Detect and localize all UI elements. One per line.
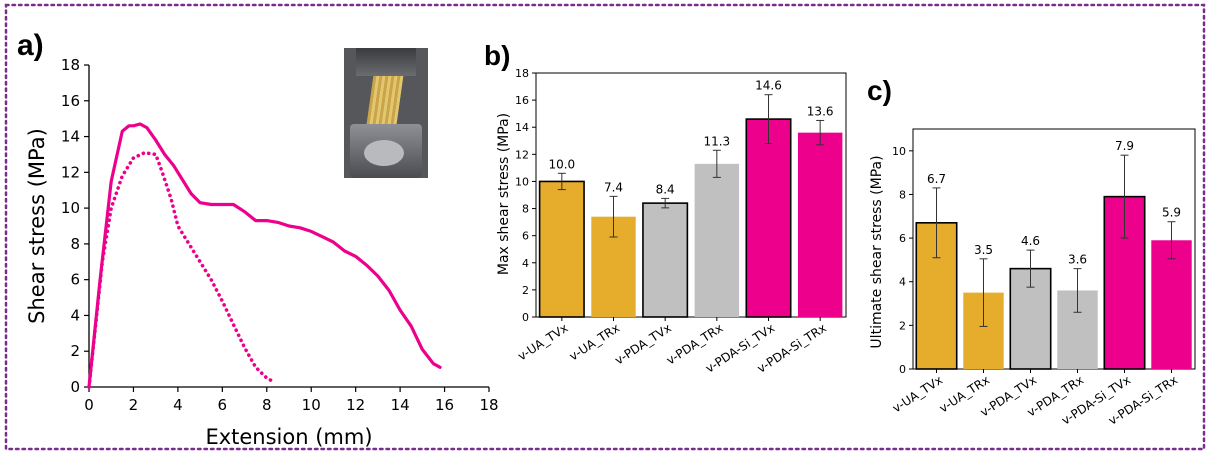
- panel-b-value-label: 11.3: [703, 134, 730, 148]
- panel-b-bar: [642, 202, 689, 318]
- panel-a-y-tick-label: 14: [61, 128, 80, 146]
- panel-a-axes: 0 2 4 6 8 10 12 14 16 18 0 2 4 6 8 10 12 14 16 18: [61, 56, 499, 414]
- panel-c-plot-frame: [912, 128, 1196, 370]
- test-setup-photo: [344, 48, 428, 178]
- panel-a-y-axis-title: Shear stress (MPa): [25, 128, 49, 324]
- panel-b-y-tick-label: 18: [515, 67, 529, 80]
- series-line-solid: [87, 122, 442, 389]
- panel-a-x-tick-label: 6: [218, 396, 228, 414]
- panel-b-bar: [694, 163, 740, 317]
- panel-a-x-tick-label: 10: [302, 396, 321, 414]
- panel-c-label: c): [867, 75, 892, 106]
- panel-b-y-tick-label: 8: [522, 203, 529, 216]
- panel-b-value-label: 7.4: [604, 180, 623, 194]
- panel-c-y-tick-label: 0: [899, 363, 906, 376]
- panel-b-y-tick-label: 14: [515, 121, 529, 134]
- panel-b-y-tick-label: 12: [515, 148, 529, 161]
- panel-b-plot-frame: [535, 72, 847, 318]
- panel-a-y-tick-label: 2: [70, 342, 80, 360]
- panel-a: a) 0 2 4 6 8 10 12 14 16 18 0 2 4 6 8 10 12 14 16 18 Extens…: [17, 29, 499, 449]
- panel-a-x-tick-label: 2: [129, 396, 139, 414]
- lap-shear-specimen: [366, 76, 404, 124]
- panel-c-y-tick-label: 6: [899, 232, 906, 245]
- panel-a-x-tick-label: 14: [391, 396, 410, 414]
- panel-a-y-tick-label: 16: [61, 92, 80, 110]
- panel-c-y-tick-label: 10: [892, 145, 906, 158]
- panel-b-y-axis-title: Max shear stress (MPa): [496, 113, 512, 275]
- panel-b-bar: [538, 180, 585, 318]
- panel-a-x-tick-label: 8: [262, 396, 272, 414]
- panel-c-axes: 0 2 4 6 8 10: [892, 128, 1196, 376]
- panel-a-y-tick-label: 0: [70, 378, 80, 396]
- series-line-dotted: [87, 150, 276, 389]
- panel-c-y-tick-label: 4: [899, 276, 906, 289]
- panel-c-category-label: v-UA_TVx: [890, 373, 945, 416]
- panel-b-y-tick-label: 16: [515, 94, 529, 107]
- panel-a-y-tick-label: 10: [61, 199, 80, 217]
- panel-c-value-label: 5.9: [1162, 206, 1181, 220]
- panel-b-bar: [797, 132, 843, 317]
- panel-c-bar: [1151, 240, 1192, 369]
- panel-a-y-tick-label: 18: [61, 56, 80, 74]
- panel-c-value-label: 3.5: [974, 243, 993, 257]
- panel-a-label: a): [17, 29, 44, 62]
- panel-b-y-tick-label: 10: [515, 175, 529, 188]
- panel-c-value-label: 7.9: [1115, 139, 1134, 153]
- panel-b-label: b): [484, 40, 510, 71]
- panel-c-bars: 6.7v-UA_TVx3.5v-UA_TRx4.6v-PDA_TVx3.6v-P…: [890, 139, 1192, 428]
- panel-a-x-tick-label: 0: [84, 396, 94, 414]
- panel-b-bars: 10.0v-UA_TVx7.4v-UA_TRx8.4v-PDA_TVx11.3v…: [515, 79, 843, 376]
- panel-a-y-tick-label: 6: [70, 271, 80, 289]
- panel-b-category-label: v-PDA_TVx: [612, 321, 673, 368]
- panel-b-value-label: 14.6: [755, 79, 782, 93]
- figure-border: [4, 3, 1206, 451]
- panel-a-y-tick-label: 4: [70, 306, 80, 324]
- panel-c-y-axis-title: Ultimate shear stress (MPa): [869, 155, 885, 348]
- panel-b-y-tick-label: 2: [522, 284, 529, 297]
- panel-b-y-tick-label: 4: [522, 257, 529, 270]
- panel-b-bar: [745, 118, 792, 318]
- panel-c-y-tick-label: 2: [899, 319, 906, 332]
- panel-a-series: [87, 122, 442, 389]
- panel-b-category-label: v-UA_TVx: [515, 321, 570, 364]
- panel-b-value-label: 10.0: [548, 157, 575, 171]
- panel-a-x-tick-label: 16: [435, 396, 454, 414]
- panel-b-y-tick-label: 6: [522, 230, 529, 243]
- panel-a-y-tick-label: 12: [61, 163, 80, 181]
- panel-b-value-label: 13.6: [807, 104, 834, 118]
- panel-a-x-tick-label: 4: [173, 396, 183, 414]
- panel-b-y-tick-label: 0: [522, 311, 529, 324]
- grip-bolt: [364, 140, 404, 166]
- panel-c-value-label: 4.6: [1021, 234, 1040, 248]
- upper-grip: [356, 48, 416, 76]
- panel-b-axes: 0 2 4 6 8 10 12 14 16 18: [515, 67, 847, 324]
- panel-c-y-tick-label: 8: [899, 188, 906, 201]
- panel-a-x-tick-label: 18: [479, 396, 498, 414]
- panel-a-y-tick-label: 8: [70, 235, 80, 253]
- panel-c-value-label: 6.7: [927, 172, 946, 186]
- panel-c-value-label: 3.6: [1068, 253, 1087, 267]
- panel-a-x-axis-title: Extension (mm): [205, 425, 372, 449]
- panel-b-value-label: 8.4: [656, 182, 675, 196]
- panel-a-x-tick-label: 12: [346, 396, 365, 414]
